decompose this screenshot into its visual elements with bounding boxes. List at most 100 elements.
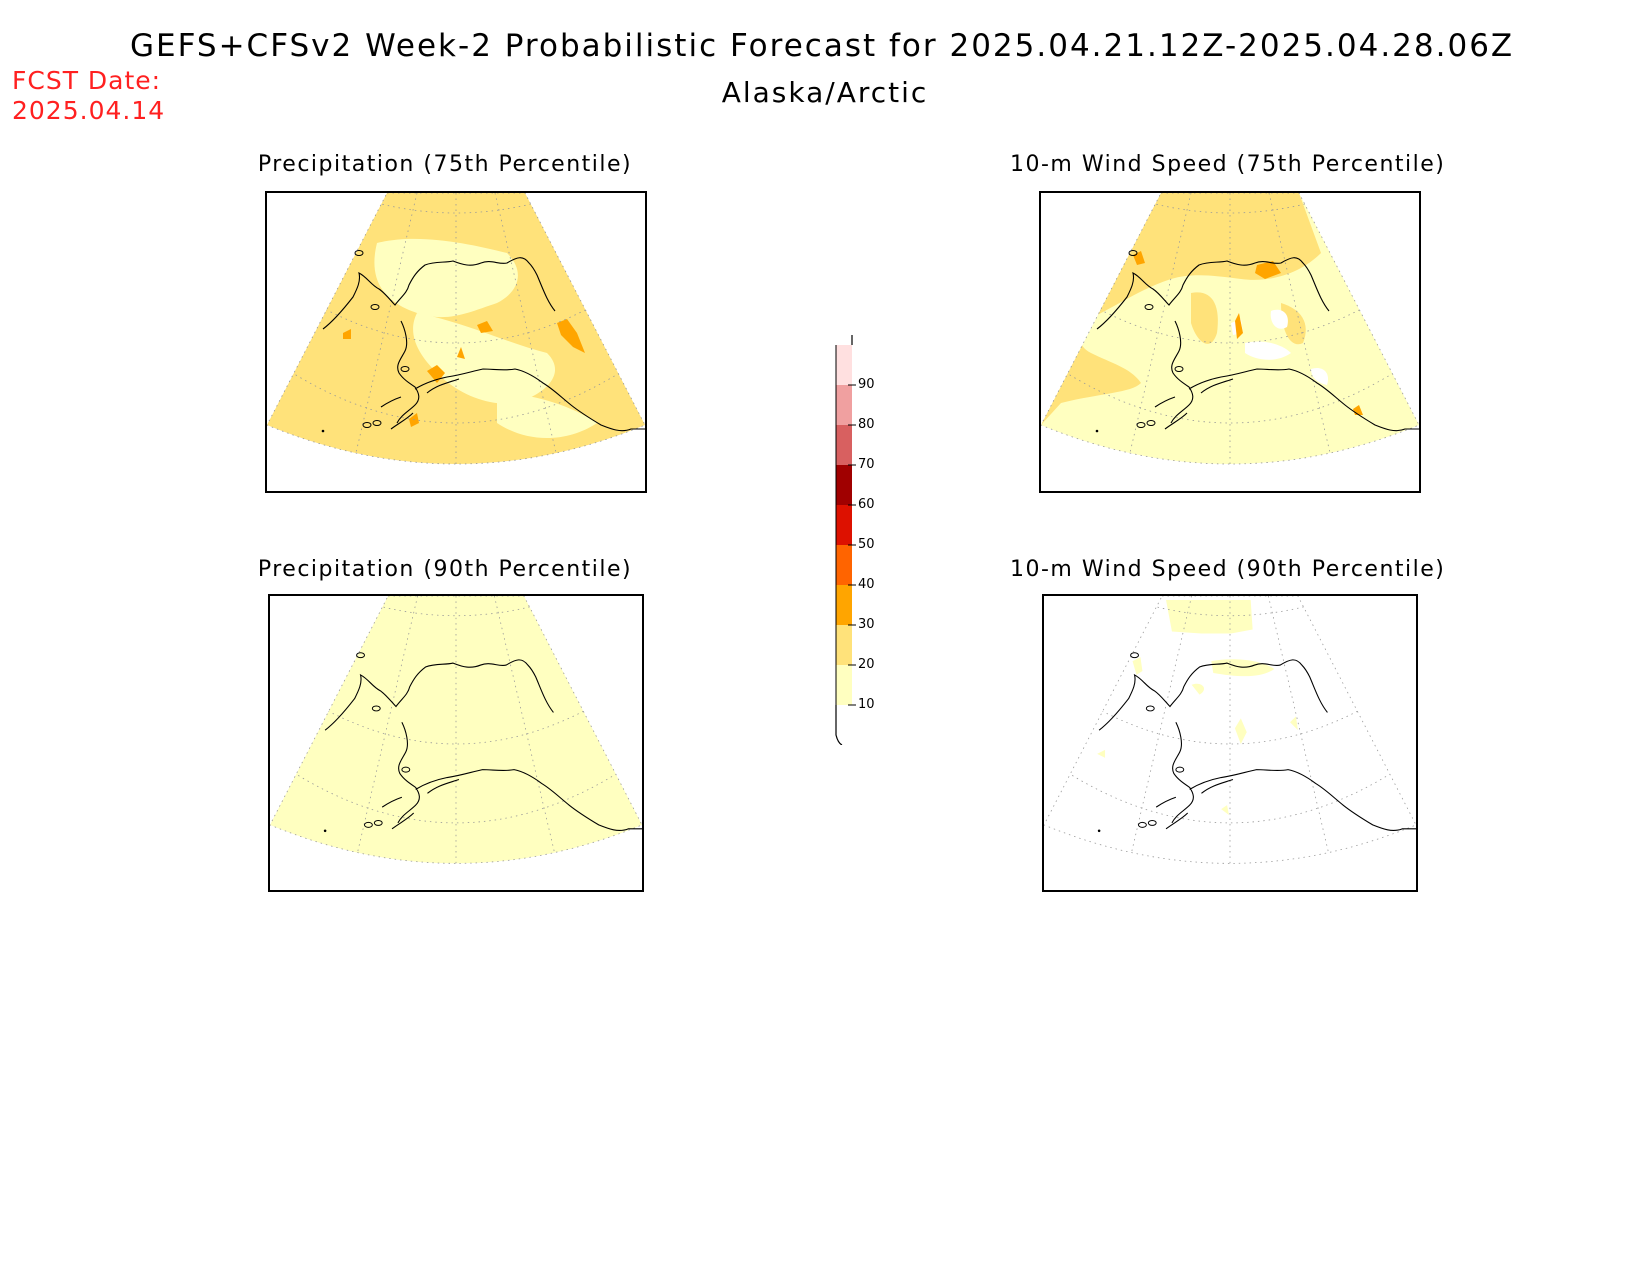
island	[1136, 422, 1146, 428]
forecast-probability-region	[1221, 805, 1230, 816]
coastline	[324, 659, 642, 831]
forecast-probability-region	[1311, 367, 1329, 385]
island	[354, 250, 364, 256]
island	[400, 366, 410, 372]
forecast-probability-region	[457, 347, 465, 359]
forecast-probability-region	[374, 238, 518, 318]
island	[1137, 821, 1147, 828]
graticule	[276, 193, 636, 464]
island	[362, 422, 372, 428]
forecast-probability-region	[497, 393, 597, 438]
colorbar-swatch	[836, 425, 852, 465]
colorbar-tick-label: 60	[858, 497, 875, 512]
forecast-probability-region	[1191, 683, 1205, 695]
island	[370, 304, 380, 310]
forecast-probability-region	[329, 730, 398, 831]
colorbar-swatch	[836, 385, 852, 425]
forecast-probability-region	[390, 599, 481, 660]
map-precip-90	[268, 594, 644, 892]
projection-boundary	[267, 193, 645, 465]
colorbar-tick-label: 80	[858, 417, 875, 432]
forecast-probability-region	[343, 329, 351, 339]
forecast-probability-region	[1132, 657, 1143, 675]
forecast-probability-region	[1041, 193, 1321, 425]
colorbar-swatch	[836, 545, 852, 585]
map-wind-90	[1042, 594, 1418, 892]
parallel-line	[279, 763, 633, 824]
forecast-probability-region	[388, 753, 507, 827]
map-wind-75-svg	[1041, 193, 1419, 465]
island	[1097, 829, 1101, 833]
island	[1130, 652, 1139, 659]
island	[1144, 304, 1154, 310]
panel-title-wind-75: 10-m Wind Speed (75th Percentile)	[1010, 152, 1446, 177]
colorbar-tick-label: 40	[858, 577, 875, 592]
graticule	[1053, 596, 1407, 864]
colorbar-tick-label: 20	[858, 657, 875, 672]
forecast-probability-region	[413, 313, 556, 404]
forecast-probability-region	[1270, 309, 1288, 329]
island	[356, 652, 365, 659]
forecast-probability-region	[1255, 261, 1281, 279]
forecast-probability-region	[427, 690, 517, 741]
coastline	[1096, 257, 1419, 432]
colorbar-tick-label: 10	[858, 697, 875, 712]
map-precip-75-svg	[267, 193, 645, 465]
region-subtitle: Alaska/Arctic	[721, 76, 929, 109]
map-precip-90-svg	[270, 596, 642, 890]
forecast-probability-region	[557, 319, 585, 353]
island	[321, 429, 325, 433]
colorbar-tail-top	[851, 335, 853, 345]
island	[1145, 705, 1155, 712]
colorbar-tick-label: 50	[858, 537, 875, 552]
map-wind-75	[1039, 191, 1421, 493]
forecast-probability-region	[1245, 341, 1291, 360]
island	[1147, 819, 1157, 826]
forecast-probability-region	[477, 321, 493, 333]
parallel-line	[276, 362, 636, 424]
island	[372, 420, 382, 426]
colorbar-tick-label: 30	[858, 617, 875, 632]
colorbar-swatch	[836, 505, 852, 545]
island	[363, 821, 373, 828]
forecast-probability-region	[555, 734, 578, 778]
panel-title-precip-90: Precipitation (90th Percentile)	[257, 557, 633, 582]
map-precip-75	[265, 191, 647, 493]
forecast-probability-region	[386, 870, 455, 890]
graticule	[279, 596, 633, 864]
forecast-probability-region	[1191, 292, 1218, 344]
colorbar-tick-label: 70	[858, 457, 875, 472]
probability-colorbar: 10 20 30 40 50 60 70 80 90	[835, 335, 875, 745]
fcst-date-label: FCST Date:	[12, 66, 162, 95]
forecast-probability-region	[1281, 303, 1306, 345]
colorbar-swatch	[836, 345, 852, 385]
projection-boundary	[1041, 193, 1419, 465]
page-title: GEFS+CFSv2 Week-2 Probabilistic Forecast…	[130, 28, 1515, 64]
island	[373, 819, 383, 826]
island	[1175, 766, 1185, 773]
panel-title-precip-75: Precipitation (75th Percentile)	[257, 152, 633, 177]
forecast-date-block: FCST Date: 2025.04.14	[12, 66, 165, 126]
colorbar-tick-label: 90	[858, 377, 875, 392]
island	[1128, 250, 1138, 256]
forecast-probability-region	[1097, 749, 1106, 758]
colorbar-tail-bottom	[835, 705, 843, 745]
island	[1174, 366, 1184, 372]
projection-boundary	[270, 596, 642, 864]
coastline	[322, 257, 645, 432]
coastline	[1098, 659, 1416, 831]
island	[401, 766, 411, 773]
projection-boundary	[1044, 596, 1416, 864]
island	[1095, 429, 1099, 433]
parallel-line	[1053, 763, 1407, 824]
forecast-probability-region	[1166, 599, 1253, 634]
island	[323, 829, 327, 833]
parallel-line	[1050, 362, 1410, 424]
fcst-date-value: 2025.04.14	[12, 96, 166, 125]
island	[1146, 420, 1156, 426]
colorbar-swatch	[836, 665, 852, 705]
forecast-probability-region	[1235, 313, 1243, 339]
island	[371, 705, 381, 712]
colorbar-swatch	[836, 585, 852, 625]
forecast-probability-region	[1290, 716, 1298, 731]
